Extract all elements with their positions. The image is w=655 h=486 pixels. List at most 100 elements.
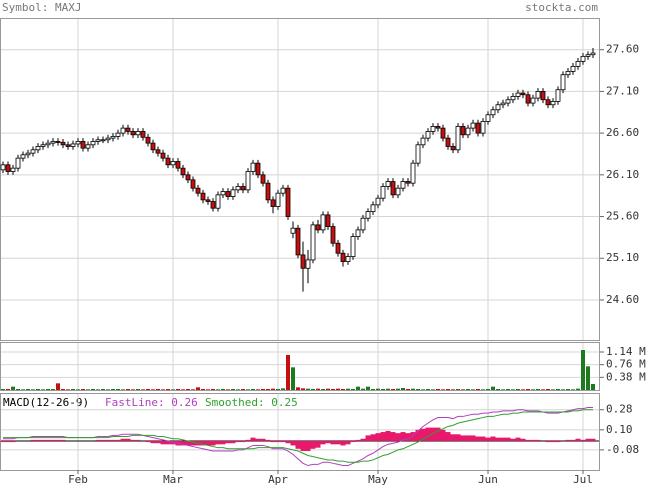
candle-body [280, 187, 286, 194]
histogram-bar [425, 427, 431, 441]
volume-bar [126, 389, 130, 390]
volume-bar [396, 388, 400, 390]
volume-bar [61, 389, 65, 390]
candle-body [100, 139, 106, 142]
histogram-bar [10, 440, 16, 443]
histogram-bar [420, 428, 426, 441]
candle-body [170, 161, 176, 166]
candle-body [330, 226, 336, 244]
volume-bar [166, 389, 170, 390]
histogram-bar [545, 440, 551, 443]
volume-bar [131, 389, 135, 390]
volume-bar [526, 389, 530, 390]
histogram-bar [305, 440, 311, 452]
candle-body [465, 127, 471, 136]
candle-body [125, 127, 131, 132]
candle-body [415, 144, 421, 164]
volume-bar [361, 388, 365, 390]
volume-bar [196, 387, 200, 390]
candle-body [175, 161, 181, 169]
candle-body [165, 157, 171, 166]
volume-bar [436, 389, 440, 390]
volume-bar [441, 389, 445, 390]
volume-bar [481, 389, 485, 390]
volume-bar [326, 388, 330, 390]
histogram-bar [30, 439, 36, 441]
candle-body [540, 91, 546, 101]
histogram-bar [520, 438, 526, 441]
histogram-bar [100, 439, 106, 441]
histogram-bar [525, 439, 531, 441]
candle-body [160, 152, 166, 159]
histogram-bar [210, 440, 216, 446]
candle-body [245, 171, 251, 191]
candle-body [55, 141, 61, 143]
x-tick-label: Feb [68, 473, 88, 486]
candle-body [95, 139, 101, 142]
histogram-bar [325, 440, 331, 444]
histogram-bar [120, 438, 126, 441]
histogram-bar [570, 439, 576, 441]
volume-bar [381, 389, 385, 390]
candle-body [110, 136, 116, 139]
volume-bar [446, 389, 450, 390]
candle-body [480, 121, 486, 134]
volume-bar [261, 389, 265, 390]
candle-body [455, 126, 461, 151]
candle-body [390, 181, 396, 196]
volume-bar [271, 388, 275, 390]
candle-body [45, 142, 51, 146]
volume-bar [26, 389, 30, 390]
candle-body [485, 114, 491, 122]
histogram-bar [390, 432, 396, 441]
panel-frame [0, 342, 600, 391]
histogram-bar [445, 432, 451, 441]
volume-bar [576, 388, 580, 390]
histogram-bar [240, 440, 246, 443]
histogram-bar [475, 436, 481, 441]
histogram-bar [290, 440, 296, 446]
volume-bar [561, 389, 565, 390]
candle-body [570, 65, 576, 72]
volume-bar [551, 389, 555, 390]
histogram-bar [280, 440, 286, 443]
candle-body [215, 194, 221, 209]
legend-entry: Smoothed: 0.25 [205, 396, 298, 409]
volume-bar [506, 389, 510, 390]
histogram-bar [255, 438, 261, 441]
candle-body [130, 131, 136, 136]
candle-body [365, 211, 371, 219]
candle-body [195, 187, 201, 194]
histogram-bar [0, 440, 6, 443]
candle-body [440, 127, 446, 139]
histogram-bar [170, 440, 176, 445]
candle-body [220, 191, 226, 196]
y-tick-label: -0.08 [606, 443, 639, 456]
volume-bar [521, 389, 525, 390]
volume-bar [206, 389, 210, 390]
candle-body [355, 229, 361, 237]
volume-bar [156, 389, 160, 390]
histogram-bar [300, 440, 306, 452]
histogram-bar [505, 437, 511, 441]
volume-bar [171, 389, 175, 390]
volume-bar [426, 389, 430, 390]
volume-bar [291, 367, 295, 390]
volume-bar [186, 389, 190, 390]
histogram-bar [365, 435, 371, 441]
volume-bar [101, 389, 105, 390]
histogram-bar [45, 439, 51, 441]
candle-body [380, 186, 386, 199]
candle-body [265, 182, 271, 201]
candle-body [35, 146, 41, 151]
candle-body [420, 137, 426, 146]
histogram-bar [410, 432, 416, 441]
volume-bar [451, 389, 455, 390]
candle-body [385, 181, 391, 187]
candle-body [490, 109, 496, 116]
candle-body [400, 181, 406, 189]
histogram-bar [5, 440, 11, 443]
volume-bar [201, 389, 205, 390]
candle-body [505, 99, 511, 104]
